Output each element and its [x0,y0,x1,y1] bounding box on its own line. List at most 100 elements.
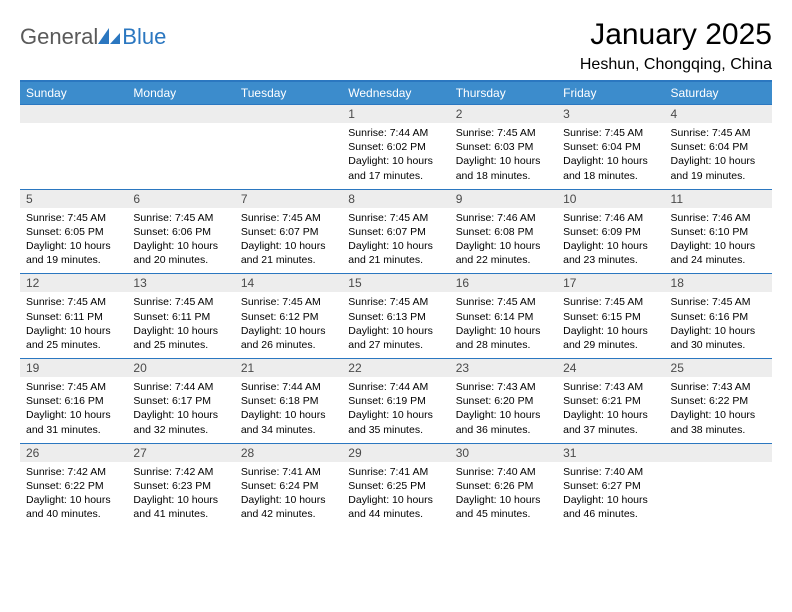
daylight-line: Daylight: 10 hours and 26 minutes. [241,324,336,352]
location: Heshun, Chongqing, China [580,56,772,74]
calendar-row: 26Sunrise: 7:42 AMSunset: 6:22 PMDayligh… [20,443,772,527]
day-number: 24 [557,359,664,377]
sunset-line: Sunset: 6:15 PM [563,310,658,324]
weekday-sunday: Sunday [20,82,127,105]
sunrise-line: Sunrise: 7:40 AM [456,465,551,479]
sunset-line: Sunset: 6:18 PM [241,394,336,408]
weekday-saturday: Saturday [665,82,772,105]
day-body-empty [235,123,342,132]
sunset-line: Sunset: 6:10 PM [671,225,766,239]
sunrise-line: Sunrise: 7:44 AM [348,380,443,394]
daylight-line: Daylight: 10 hours and 21 minutes. [348,239,443,267]
day-number: 22 [342,359,449,377]
day-number: 10 [557,190,664,208]
sunrise-line: Sunrise: 7:42 AM [26,465,121,479]
day-cell-9: 9Sunrise: 7:46 AMSunset: 6:08 PMDaylight… [450,189,557,274]
sunrise-line: Sunrise: 7:45 AM [26,295,121,309]
daylight-line: Daylight: 10 hours and 30 minutes. [671,324,766,352]
day-number: 13 [127,274,234,292]
sunset-line: Sunset: 6:19 PM [348,394,443,408]
logo: General Blue [20,18,166,50]
day-cell-11: 11Sunrise: 7:46 AMSunset: 6:10 PMDayligh… [665,189,772,274]
daylight-line: Daylight: 10 hours and 24 minutes. [671,239,766,267]
day-body-empty [127,123,234,132]
sunset-line: Sunset: 6:14 PM [456,310,551,324]
day-body: Sunrise: 7:45 AMSunset: 6:12 PMDaylight:… [235,292,342,358]
day-cell-14: 14Sunrise: 7:45 AMSunset: 6:12 PMDayligh… [235,274,342,359]
day-number: 7 [235,190,342,208]
sunrise-line: Sunrise: 7:44 AM [348,126,443,140]
day-cell-13: 13Sunrise: 7:45 AMSunset: 6:11 PMDayligh… [127,274,234,359]
day-body: Sunrise: 7:43 AMSunset: 6:20 PMDaylight:… [450,377,557,443]
day-cell-5: 5Sunrise: 7:45 AMSunset: 6:05 PMDaylight… [20,189,127,274]
sunrise-line: Sunrise: 7:41 AM [348,465,443,479]
daylight-line: Daylight: 10 hours and 29 minutes. [563,324,658,352]
day-cell-3: 3Sunrise: 7:45 AMSunset: 6:04 PMDaylight… [557,105,664,190]
daylight-line: Daylight: 10 hours and 46 minutes. [563,493,658,521]
day-body: Sunrise: 7:42 AMSunset: 6:22 PMDaylight:… [20,462,127,528]
weekday-tuesday: Tuesday [235,82,342,105]
day-cell-12: 12Sunrise: 7:45 AMSunset: 6:11 PMDayligh… [20,274,127,359]
day-number: 14 [235,274,342,292]
daylight-line: Daylight: 10 hours and 20 minutes. [133,239,228,267]
day-cell-6: 6Sunrise: 7:45 AMSunset: 6:06 PMDaylight… [127,189,234,274]
sunrise-line: Sunrise: 7:46 AM [456,211,551,225]
day-cell-22: 22 Sunrise: 7:44 AMSunset: 6:19 PMDayligh… [342,359,449,444]
day-body: Sunrise: 7:45 AMSunset: 6:16 PMDaylight:… [20,377,127,443]
sunset-line: Sunset: 6:25 PM [348,479,443,493]
sunrise-line: Sunrise: 7:44 AM [133,380,228,394]
daylight-line: Daylight: 10 hours and 21 minutes. [241,239,336,267]
day-cell-20: 20Sunrise: 7:44 AMSunset: 6:17 PMDayligh… [127,359,234,444]
calendar-row: 12Sunrise: 7:45 AMSunset: 6:11 PMDayligh… [20,274,772,359]
sunrise-line: Sunrise: 7:45 AM [671,295,766,309]
weekday-thursday: Thursday [450,82,557,105]
day-body-empty [20,123,127,132]
daylight-line: Daylight: 10 hours and 42 minutes. [241,493,336,521]
sunrise-line: Sunrise: 7:45 AM [671,126,766,140]
day-number: 4 [665,105,772,123]
sunset-line: Sunset: 6:09 PM [563,225,658,239]
day-number: 9 [450,190,557,208]
month-title: January 2025 [580,18,772,52]
daylight-line: Daylight: 10 hours and 34 minutes. [241,408,336,436]
sunrise-line: Sunrise: 7:46 AM [671,211,766,225]
sunrise-line: Sunrise: 7:46 AM [563,211,658,225]
day-number: 19 [20,359,127,377]
day-body: Sunrise: 7:45 AMSunset: 6:16 PMDaylight:… [665,292,772,358]
daylight-line: Daylight: 10 hours and 45 minutes. [456,493,551,521]
day-body: Sunrise: 7:44 AMSunset: 6:02 PMDaylight:… [342,123,449,189]
weekday-wednesday: Wednesday [342,82,449,105]
day-cell-27: 27Sunrise: 7:42 AMSunset: 6:23 PMDayligh… [127,443,234,527]
day-body: Sunrise: 7:41 AMSunset: 6:24 PMDaylight:… [235,462,342,528]
day-number: 18 [665,274,772,292]
daylight-line: Daylight: 10 hours and 44 minutes. [348,493,443,521]
daylight-line: Daylight: 10 hours and 19 minutes. [26,239,121,267]
day-body: Sunrise: 7:45 AMSunset: 6:11 PMDaylight:… [20,292,127,358]
day-number: 31 [557,444,664,462]
logo-text-general: General [20,24,98,50]
daylight-line: Daylight: 10 hours and 28 minutes. [456,324,551,352]
day-cell-16: 16Sunrise: 7:45 AMSunset: 6:14 PMDayligh… [450,274,557,359]
weekday-friday: Friday [557,82,664,105]
sunrise-line: Sunrise: 7:43 AM [671,380,766,394]
day-body: Sunrise: 7:44 AMSunset: 6:18 PMDaylight:… [235,377,342,443]
day-body: Sunrise: 7:45 AMSunset: 6:06 PMDaylight:… [127,208,234,274]
sunrise-line: Sunrise: 7:45 AM [456,126,551,140]
daylight-line: Daylight: 10 hours and 35 minutes. [348,408,443,436]
sunrise-line: Sunrise: 7:45 AM [133,295,228,309]
daylight-line: Daylight: 10 hours and 32 minutes. [133,408,228,436]
day-number: 5 [20,190,127,208]
empty-cell [665,443,772,527]
day-cell-23: 23Sunrise: 7:43 AMSunset: 6:20 PMDayligh… [450,359,557,444]
sunset-line: Sunset: 6:27 PM [563,479,658,493]
day-body: Sunrise: 7:45 AMSunset: 6:07 PMDaylight:… [342,208,449,274]
sunset-line: Sunset: 6:05 PM [26,225,121,239]
day-cell-7: 7Sunrise: 7:45 AMSunset: 6:07 PMDaylight… [235,189,342,274]
sunrise-line: Sunrise: 7:45 AM [348,211,443,225]
sunrise-line: Sunrise: 7:45 AM [241,211,336,225]
sunset-line: Sunset: 6:11 PM [133,310,228,324]
sunrise-line: Sunrise: 7:45 AM [456,295,551,309]
weekday-monday: Monday [127,82,234,105]
day-body: Sunrise: 7:45 AMSunset: 6:07 PMDaylight:… [235,208,342,274]
sunset-line: Sunset: 6:22 PM [26,479,121,493]
